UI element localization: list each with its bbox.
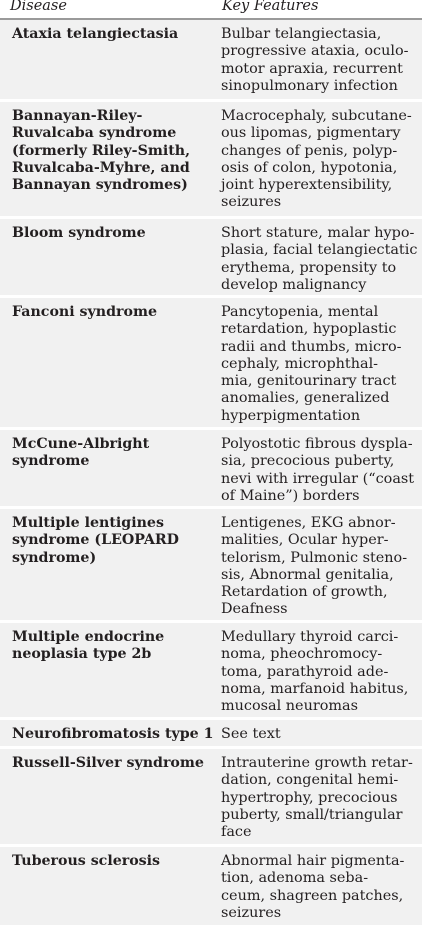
disease-cell: McCune-Albright syndrome [12,436,150,470]
table-row: Bloom syndrome Short stature, malar hypo… [0,219,422,295]
table-row: Neurofibromatosis type 1 See text [0,720,422,746]
column-header-key-features: Key Features [222,0,319,14]
table-row: Russell-Silver syndrome Intrauterine gro… [0,749,422,844]
features-cell: Short stature, malar hypo- plasia, facia… [221,225,418,293]
table-row: Tuberous sclerosis Abnormal hair pigment… [0,847,422,925]
features-cell: Macrocephaly, subcutane- ous lipomas, pi… [221,108,412,211]
features-cell: Intrauterine growth retar- dation, conge… [221,755,413,841]
features-cell: Pancytopenia, mental retardation, hypopl… [221,304,402,424]
table-row: Multiple lentigines syndrome (LEOPARD sy… [0,509,422,620]
disease-cell: Ataxia telangiectasia [12,26,179,42]
column-header-disease: Disease [10,0,67,14]
row-divider [0,717,422,720]
row-divider [0,844,422,847]
disease-cell: Fanconi syndrome [12,304,157,320]
header-divider [0,18,422,20]
features-cell: Lentigenes, EKG abnor- malities, Ocular … [221,515,408,618]
row-divider [0,427,422,430]
row-divider [0,99,422,102]
row-divider [0,295,422,298]
features-cell: Bulbar telangiectasia, progressive ataxi… [221,26,409,94]
table-header: Disease Key Features [0,0,422,18]
disease-cell: Russell-Silver syndrome [12,755,204,771]
features-cell: Medullary thyroid carci- noma, pheochrom… [221,629,409,715]
table-row: Multiple endocrine neoplasia type 2b Med… [0,623,422,717]
table-row: Fanconi syndrome Pancytopenia, mental re… [0,298,422,427]
disease-cell: Tuberous sclerosis [12,853,161,869]
disease-cell: Multiple endocrine neoplasia type 2b [12,629,165,663]
row-divider [0,506,422,509]
features-cell: Abnormal hair pigmenta- tion, adenoma se… [221,853,405,921]
disease-cell: Multiple lentigines syndrome (LEOPARD sy… [12,515,179,566]
row-divider [0,746,422,749]
disease-cell: Bannayan-Riley- Ruvalcaba syndrome (form… [12,108,191,194]
row-divider [0,216,422,219]
table-row: McCune-Albright syndrome Polyostotic fib… [0,430,422,506]
disease-cell: Bloom syndrome [12,225,146,241]
features-cell: Polyostotic fibrous dyspla- sia, precoci… [221,436,415,504]
row-divider [0,620,422,623]
table-row: Ataxia telangiectasia Bulbar telangiecta… [0,20,422,99]
disease-cell: Neurofibromatosis type 1 [12,726,214,742]
features-cell: See text [221,726,281,742]
table-row: Bannayan-Riley- Ruvalcaba syndrome (form… [0,102,422,216]
